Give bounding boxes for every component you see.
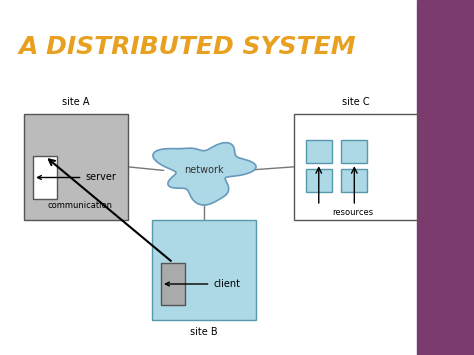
Text: resources: resources (333, 208, 374, 217)
FancyBboxPatch shape (294, 114, 417, 220)
Text: site A: site A (62, 97, 90, 106)
Text: site B: site B (190, 327, 218, 337)
FancyBboxPatch shape (24, 114, 128, 220)
Polygon shape (153, 143, 256, 205)
Text: network: network (184, 165, 224, 175)
FancyBboxPatch shape (306, 169, 332, 192)
Text: A DISTRIBUTED SYSTEM: A DISTRIBUTED SYSTEM (19, 36, 356, 60)
Bar (417, 0, 474, 355)
Text: communication: communication (47, 201, 112, 211)
Text: site C: site C (342, 97, 369, 106)
FancyBboxPatch shape (341, 140, 367, 163)
FancyBboxPatch shape (306, 140, 332, 163)
FancyBboxPatch shape (161, 263, 185, 305)
FancyBboxPatch shape (152, 220, 256, 320)
FancyBboxPatch shape (341, 169, 367, 192)
Text: server: server (37, 173, 116, 182)
FancyBboxPatch shape (33, 156, 57, 199)
Text: client: client (165, 279, 240, 289)
